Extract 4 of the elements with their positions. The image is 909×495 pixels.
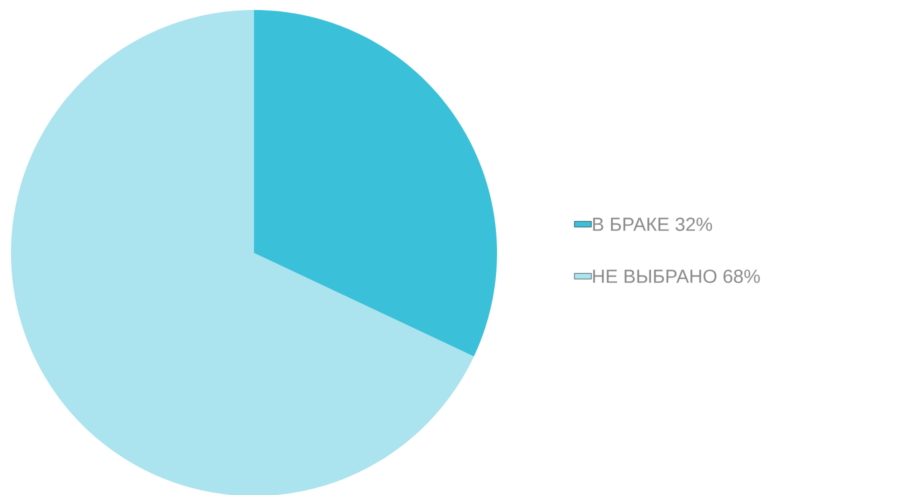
legend-label: В БРАКЕ (593, 218, 669, 231)
data-label: 32% (676, 218, 712, 231)
legend-label: НЕ ВЫБРАНО (593, 270, 716, 283)
data-label: 68% (724, 270, 760, 283)
